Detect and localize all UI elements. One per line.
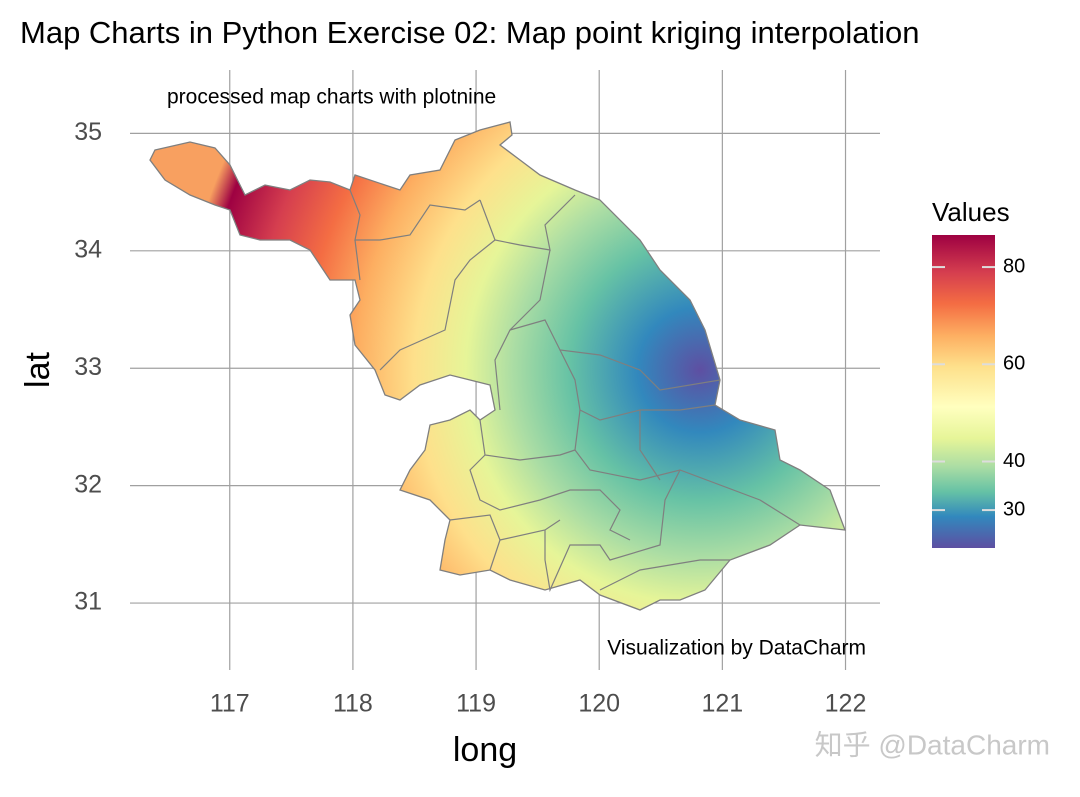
chart-title: Map Charts in Python Exercise 02: Map po…	[20, 15, 919, 50]
y-axis-label: lat	[19, 351, 57, 387]
caption: Visualization by DataCharm	[607, 637, 866, 660]
province-shape	[149, 121, 846, 611]
x-tick-label: 120	[578, 690, 620, 718]
legend-tick-label: 40	[1003, 450, 1025, 472]
x-tick-label: 121	[702, 690, 744, 718]
subtitle: processed map charts with plotnine	[167, 86, 496, 109]
legend-tick-label: 30	[1003, 498, 1025, 520]
y-tick-label: 32	[74, 470, 102, 498]
y-tick-label: 31	[74, 588, 102, 616]
y-tick-label: 33	[74, 353, 102, 381]
y-tick-label: 35	[74, 118, 102, 146]
watermark: 知乎 @DataCharm	[815, 729, 1050, 760]
x-tick-label: 122	[825, 690, 867, 718]
y-tick-label: 34	[74, 235, 102, 263]
x-tick-label: 118	[333, 690, 373, 718]
x-axis-label: long	[453, 731, 517, 769]
legend-tick-label: 60	[1003, 353, 1025, 375]
legend-title: Values	[932, 197, 1010, 227]
x-tick-label: 117	[210, 690, 250, 718]
region-borders	[349, 189, 801, 593]
colorbar	[932, 235, 995, 548]
x-tick-label: 119	[456, 690, 496, 718]
legend-tick-label: 80	[1003, 255, 1025, 277]
